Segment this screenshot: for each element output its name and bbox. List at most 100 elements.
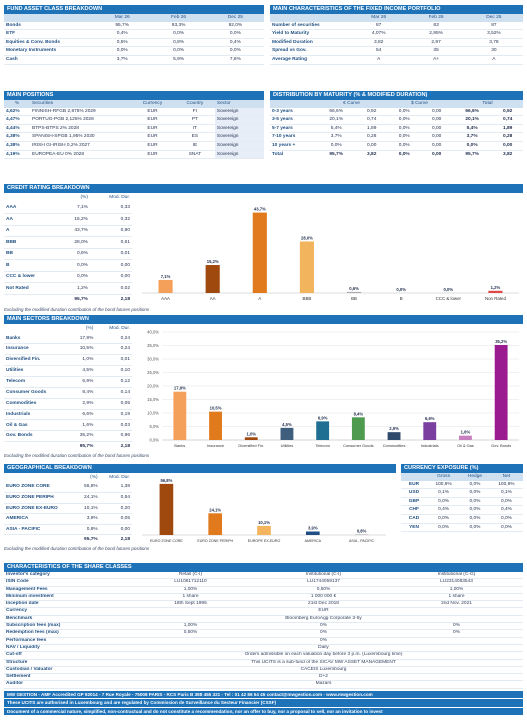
row-label: Investor's category	[4, 572, 124, 580]
cell: 0,0%	[60, 271, 90, 284]
cell: 0,00	[356, 141, 388, 151]
cell: 0,54	[99, 492, 132, 504]
col-header: (%)	[80, 195, 88, 201]
cell: 1,00%	[124, 586, 257, 594]
cell: 0,0%	[387, 107, 422, 117]
row-label: A	[4, 225, 61, 238]
geo-title: GEOGRAPHICAL BREAKDOWN	[4, 464, 396, 473]
cell: 18th Sept 1995	[124, 600, 257, 609]
position-country: IE	[175, 141, 215, 151]
bar	[459, 435, 472, 440]
data-label: 6,6%	[425, 416, 435, 421]
data-label: 0,0%	[444, 287, 454, 292]
row-label: Insurance	[4, 343, 70, 356]
cell: Retail (C-I)	[124, 572, 257, 580]
cell: 0,28	[492, 132, 523, 142]
share-class-row: NAV / Liquidity Daily	[4, 644, 523, 653]
cell: 0,10	[95, 365, 132, 377]
row-label: Spread vs Gov.	[270, 46, 350, 56]
cell: 0,03	[95, 419, 132, 432]
cell: 0,0%	[427, 514, 461, 524]
data-label: 10,1%	[258, 520, 270, 525]
x-tick-label: Diversified Fin.	[238, 443, 264, 448]
x-tick-label: AAA	[161, 296, 170, 301]
row-label: CAD	[401, 514, 427, 524]
row-label: Diversified Fin.	[4, 354, 70, 367]
share-class-row: Subscription fees (max) 1,00% 0% 0%	[4, 622, 523, 631]
data-label: 3,9%	[308, 525, 318, 530]
bar	[305, 531, 320, 535]
bar	[158, 279, 173, 293]
cell: 0,0%	[427, 497, 461, 507]
cell: 0,92	[492, 107, 523, 117]
cell: 0,0%	[460, 514, 490, 524]
cell: 15,2%	[60, 213, 90, 226]
col-header: Total	[451, 100, 523, 108]
x-tick-label: Banks	[174, 443, 185, 448]
cell: 56,8%	[76, 482, 100, 493]
row-label: Utilities	[4, 365, 70, 377]
cell: 0,4%	[427, 505, 461, 515]
share-class-row: Custodian / Valuator CACEIS Luxembourg	[4, 666, 523, 675]
cell: 0,12	[95, 376, 132, 388]
col-header: Mod. Dur.	[109, 326, 130, 331]
cell: 100,9%	[489, 480, 523, 490]
row-label: Oil & Gas	[4, 419, 70, 432]
sectors-title: MAIN SECTORS BREAKDOWN	[4, 315, 523, 324]
cell: 1,2%	[60, 282, 90, 295]
x-tick-label: Telecom	[315, 443, 330, 448]
cell: 0,0%	[460, 480, 490, 490]
cell: 0,24	[95, 333, 132, 345]
position-currency: EUR	[130, 107, 175, 117]
bar	[173, 391, 187, 440]
col-header: Net	[489, 473, 523, 481]
cell: 0,4%	[489, 505, 523, 515]
cell: 30	[464, 46, 523, 56]
cell: 54	[350, 46, 408, 56]
cell: 0,0%	[150, 29, 207, 39]
cell: 3,7%	[316, 132, 357, 142]
cell: 0,28	[356, 132, 388, 142]
share-class-row: Currency EUR	[4, 607, 523, 616]
position-security: BTPS-BTPS 2% 2028	[30, 124, 130, 134]
position-currency: EUR	[130, 115, 175, 125]
cell: 0%	[257, 622, 390, 631]
col-header: € Curve	[316, 100, 388, 108]
x-tick-label: Oil & Gas	[457, 443, 474, 448]
cell: 5,4%	[316, 124, 357, 134]
geo-chart: 56,8% EURO ZONE CORE 24,1% EURO ZONE PERIPH…	[142, 478, 386, 543]
row-label: 10 years +	[270, 141, 316, 151]
share-class-row: Cut-off Orders admissible on each valuati…	[4, 651, 523, 660]
bar	[346, 291, 362, 293]
cell: 1,00%	[124, 622, 257, 631]
x-tick-label: ASIA - PACIFIC	[349, 539, 374, 543]
x-tick-label: AMERICA	[305, 539, 322, 543]
data-label: 28,0%	[301, 235, 313, 240]
x-tick-label: Insurance	[207, 443, 224, 448]
row-label: Commodities	[4, 398, 70, 410]
bar	[316, 421, 330, 440]
row-label: Yield to Maturity	[270, 29, 350, 39]
position-security: SPANISH-SPGB 1,95% 2030	[30, 132, 130, 142]
cell: 35,2%	[69, 430, 96, 443]
total-cell: 2,18	[95, 441, 132, 452]
row-label: Performance fees	[4, 637, 124, 645]
cell: 0,00	[421, 132, 452, 142]
row-label: CCC & lower	[4, 271, 61, 284]
cell: 0,0%	[489, 497, 523, 507]
row-label: 3-5 years	[270, 115, 316, 125]
rating-title: CREDIT RATING BREAKDOWN	[4, 184, 523, 193]
row-label: YEN	[401, 523, 427, 533]
data-label: 15,2%	[207, 259, 219, 264]
bar	[280, 427, 294, 440]
col-header: Currency	[130, 100, 175, 108]
row-label: EUR	[401, 480, 427, 490]
cell: Institutional (C-G)	[390, 572, 523, 580]
cell: 83	[407, 21, 465, 31]
cell: 0,0%	[387, 124, 422, 134]
cell: 0,00	[421, 115, 452, 125]
share-classes-title: CHARACTERISTICS OF THE SHARE CLASSES	[4, 563, 523, 572]
data-label: 1,6%	[461, 430, 471, 435]
row-label: Gov. Bonds	[4, 430, 70, 443]
row-label: ASIA - PACIFIC	[4, 524, 77, 536]
